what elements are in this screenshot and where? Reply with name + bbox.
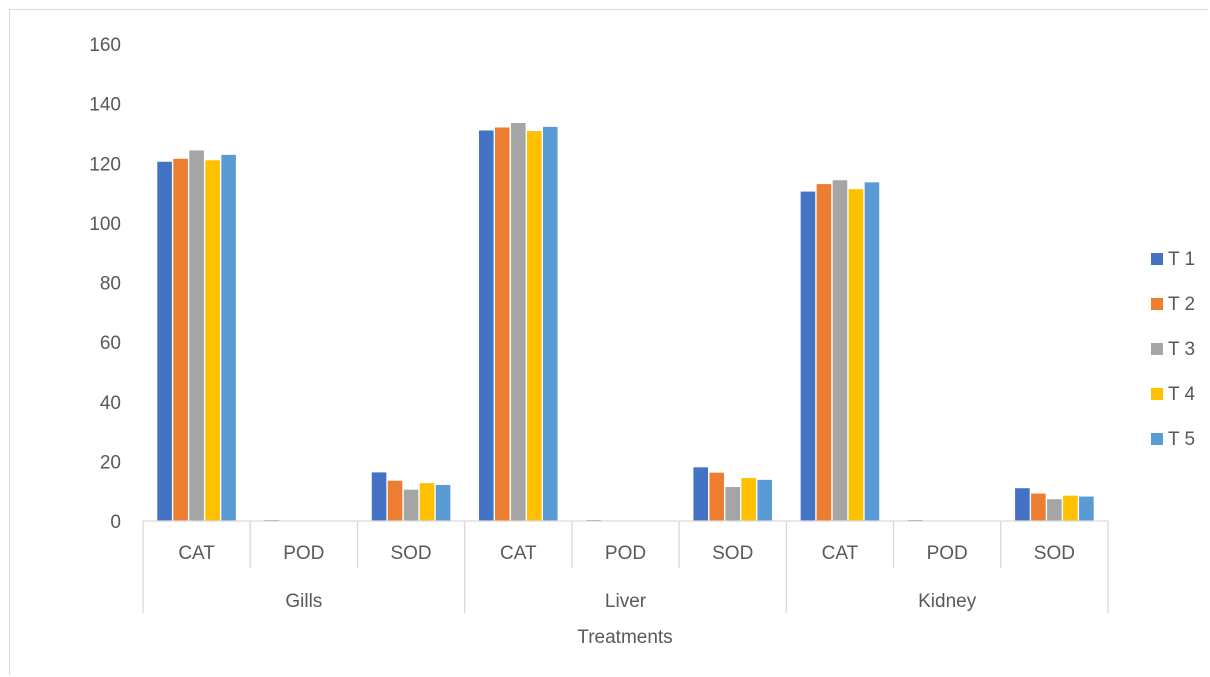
category-label: CAT: [178, 543, 215, 564]
bar: [371, 472, 387, 521]
bar: [816, 184, 832, 521]
bar: [1015, 488, 1030, 521]
category-label: CAT: [822, 543, 859, 564]
bar: [419, 483, 435, 521]
y-tick-label: 100: [89, 214, 121, 235]
bar: [189, 150, 204, 521]
bar: [435, 484, 451, 521]
category-label: POD: [283, 543, 324, 564]
y-tick-label: 40: [100, 393, 121, 414]
bar: [1047, 499, 1062, 521]
y-axis-ticks: 0 20 40 60 80 100 120 140 160: [89, 35, 121, 533]
category-label: SOD: [1034, 543, 1075, 564]
bar: [494, 127, 510, 521]
bar: [709, 472, 725, 521]
bar: [221, 154, 236, 521]
legend-swatch: [1151, 343, 1163, 355]
legend-label: T 2: [1168, 294, 1195, 315]
category-label: SOD: [390, 543, 431, 564]
bar: [510, 123, 526, 521]
bar: [173, 158, 188, 521]
bar: [800, 191, 816, 521]
legend-label: T 3: [1168, 339, 1195, 360]
bar: [478, 130, 494, 521]
y-tick-label: 60: [100, 333, 121, 354]
legend-swatch: [1151, 388, 1163, 400]
bar: [403, 489, 419, 521]
bar: [757, 479, 773, 521]
bar: [741, 478, 757, 521]
group-label: Gills: [285, 591, 322, 612]
bar: [848, 189, 864, 521]
category-label: POD: [927, 543, 968, 564]
legend-label: T 4: [1168, 384, 1196, 405]
bar: [1079, 496, 1094, 521]
legend: T 1 T 2 T 3 T 4 T 5: [1151, 249, 1196, 450]
category-label: SOD: [712, 543, 753, 564]
bar: [526, 131, 542, 522]
y-tick-label: 80: [100, 274, 121, 295]
bar: [157, 161, 172, 521]
group-label: Kidney: [918, 591, 977, 612]
bar: [205, 160, 220, 521]
legend-label: T 5: [1168, 429, 1195, 450]
y-tick-label: 140: [89, 95, 121, 116]
group-label: Liver: [605, 591, 647, 612]
bar: [542, 126, 558, 521]
legend-swatch: [1151, 253, 1163, 265]
legend-swatch: [1151, 298, 1163, 310]
bar: [864, 182, 880, 521]
y-tick-label: 120: [89, 154, 121, 175]
y-tick-label: 160: [89, 35, 121, 56]
y-tick-label: 0: [110, 512, 121, 533]
x-axis: CAT POD SOD Gills CAT POD SOD Liver CAT POD SOD Kid…: [142, 520, 1109, 613]
bar: [693, 467, 709, 521]
legend-label: T 1: [1168, 249, 1195, 270]
x-axis-title: Treatments: [577, 627, 672, 648]
bar: [1031, 493, 1046, 521]
bar-series: [157, 123, 1094, 522]
category-label: CAT: [500, 543, 537, 564]
bar: [387, 480, 403, 521]
legend-swatch: [1151, 433, 1163, 445]
bar: [1063, 495, 1078, 521]
bar: [725, 487, 741, 521]
category-label: POD: [605, 543, 646, 564]
y-tick-label: 20: [100, 452, 121, 473]
bar: [832, 180, 848, 522]
chart-frame: [9, 9, 1208, 675]
